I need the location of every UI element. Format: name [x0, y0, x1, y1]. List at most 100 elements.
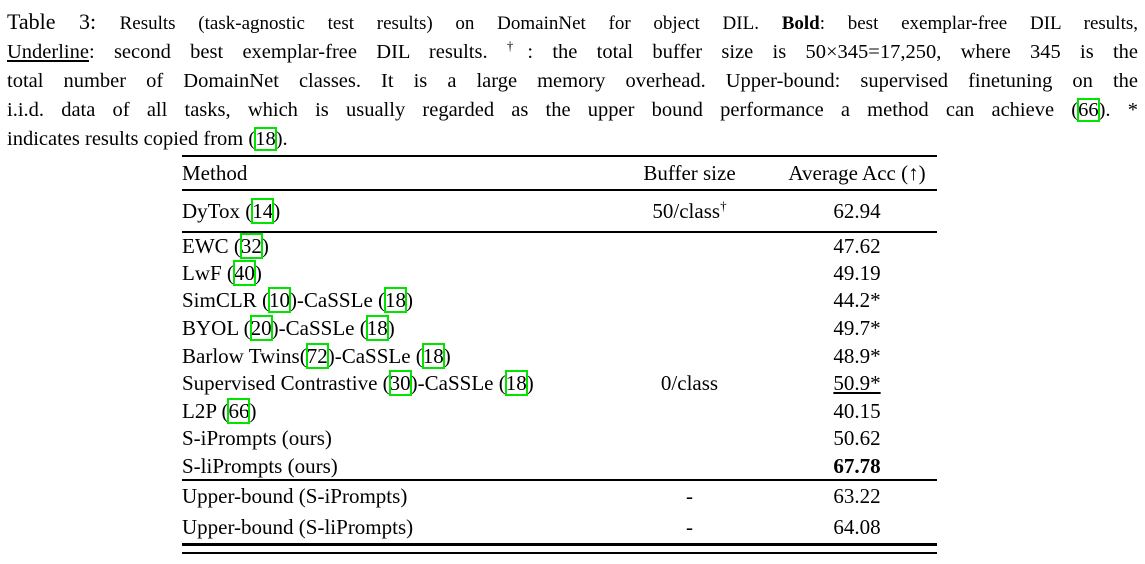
text-segment: Supervised Contrastive (: [182, 371, 390, 396]
buffer-size-cell: 0/class: [602, 370, 777, 398]
text-segment: 67.78: [833, 453, 881, 478]
citation-link-box[interactable]: 18: [504, 370, 528, 397]
citation-link-box[interactable]: 66: [1077, 98, 1100, 122]
text-segment: )-CaSSLe (: [410, 371, 506, 396]
text-segment: 50.62: [833, 426, 881, 451]
method-cell: S-iPrompts (ours): [182, 425, 602, 453]
buffer-size-cell: [602, 287, 777, 315]
column-header-method: Method: [182, 160, 248, 185]
citation-link-box[interactable]: 18: [254, 127, 277, 151]
text-segment: )-CaSSLe (: [327, 343, 423, 368]
text-segment: Table 3:: [7, 9, 120, 34]
text-segment: 49.19: [833, 260, 881, 285]
average-acc-cell: 63.22: [777, 480, 937, 512]
table-row: Method Buffer size Average Acc (↑): [182, 157, 937, 190]
column-header-acc: Average Acc (↑): [788, 160, 926, 185]
caption-line: Table 3: Results (task-agnostic test res…: [7, 7, 1138, 38]
text-segment: Barlow Twins(: [182, 343, 307, 368]
buffer-size-cell: [602, 260, 777, 288]
average-acc-cell: 67.78: [777, 453, 937, 481]
citation-link-box[interactable]: 66: [227, 397, 251, 424]
method-cell: DyTox (14): [182, 190, 602, 232]
table-row: S-liPrompts (ours) 67.78: [182, 453, 937, 481]
text-segment: ): [249, 398, 257, 423]
text-segment: LwF (: [182, 260, 234, 285]
text-segment: S-liPrompts (ours): [182, 453, 338, 478]
text-segment: 64.08: [833, 515, 881, 540]
text-segment: ): [261, 233, 269, 258]
text-segment: ): [387, 316, 395, 341]
table-row: SimCLR (10)-CaSSLe (18) 44.2*: [182, 287, 937, 315]
average-acc-cell: 44.2*: [777, 287, 937, 315]
text-segment: : the total buffer size is 50×345=17,250…: [527, 41, 1138, 63]
text-segment: Upper-bound (S-liPrompts): [182, 515, 414, 540]
text-segment: 0/class: [660, 371, 719, 396]
table-row: S-iPrompts (ours) 50.62: [182, 425, 937, 453]
method-cell: Supervised Contrastive (30)-CaSSLe (18): [182, 370, 602, 398]
text-segment: 49.7*: [833, 316, 881, 341]
table-row: Upper-bound (S-liPrompts) - 64.08: [182, 512, 937, 544]
text-segment: 44.2*: [833, 288, 881, 313]
method-cell: L2P (66): [182, 397, 602, 426]
citation-link-box[interactable]: 30: [388, 370, 412, 397]
method-cell: SimCLR (10)-CaSSLe (18): [182, 287, 602, 315]
average-acc-cell: 48.9*: [777, 342, 937, 370]
text-segment: S-iPrompts (ours): [182, 426, 332, 451]
table-row: L2P (66) 40.15: [182, 397, 937, 426]
buffer-size-cell: [602, 342, 777, 370]
citation-link-box[interactable]: 10: [267, 287, 291, 314]
text-segment: EWC (: [182, 233, 241, 258]
buffer-size-cell: -: [602, 480, 777, 512]
average-acc-cell: 62.94: [777, 190, 937, 232]
method-cell: EWC (32): [182, 232, 602, 260]
method-cell: BYOL (20)-CaSSLe (18): [182, 315, 602, 343]
text-segment: †: [506, 39, 528, 54]
dil-results-table: Method Buffer size Average Acc (↑) DyTox (…: [182, 157, 937, 546]
method-cell: Upper-bound (S-liPrompts): [182, 512, 602, 544]
citation-link-box[interactable]: 18: [421, 342, 445, 369]
text-segment: ): [254, 260, 262, 285]
citation-link-box[interactable]: 14: [251, 197, 275, 224]
text-segment: ). *: [1098, 99, 1138, 121]
text-segment: 40.15: [833, 398, 881, 423]
text-segment: -: [686, 515, 693, 540]
text-segment: DyTox (: [182, 198, 253, 223]
text-segment: ): [406, 288, 414, 313]
text-segment: i.i.d. data of all tasks, which is usual…: [7, 99, 1079, 121]
method-cell: LwF (40): [182, 259, 602, 288]
text-segment: : second best exemplar-free DIL results.: [88, 41, 507, 63]
table-row: LwF (40) 49.19: [182, 259, 937, 288]
buffer-size-cell: [602, 398, 777, 426]
text-segment: Bold: [781, 13, 820, 34]
table-header-row: Method Buffer size Average Acc (↑): [182, 157, 937, 190]
caption-line: Underline: second best exemplar-free DIL…: [7, 38, 1138, 67]
average-acc-cell: 50.62: [777, 425, 937, 453]
text-segment: Underline: [7, 41, 89, 63]
citation-link-box[interactable]: 72: [305, 342, 329, 369]
average-acc-cell: 47.62: [777, 232, 937, 260]
text-segment: 50.9*: [833, 371, 881, 396]
text-segment: 50/class: [652, 198, 721, 223]
caption-line: i.i.d. data of all tasks, which is usual…: [7, 96, 1138, 125]
citation-link-box[interactable]: 32: [239, 232, 263, 259]
table-row: Supervised Contrastive (30)-CaSSLe (18) 0…: [182, 370, 937, 398]
citation-link-box[interactable]: 18: [365, 315, 389, 342]
text-segment: SimCLR (: [182, 288, 269, 313]
average-acc-cell: 50.9*: [777, 370, 937, 398]
citation-link-box[interactable]: 40: [232, 259, 256, 286]
text-segment: total number of DomainNet classes. It is…: [7, 70, 1138, 92]
table-section-exemplar-free-methods: EWC (32) 47.62 LwF (40) 49.19 SimCLR (10)-Ca…: [182, 232, 937, 481]
text-segment: indicates results copied from (: [7, 128, 256, 150]
text-segment: )-CaSSLe (: [289, 288, 386, 313]
citation-link-box[interactable]: 18: [384, 287, 408, 314]
text-segment: ): [443, 343, 451, 368]
text-segment: ): [273, 198, 281, 223]
buffer-size-cell: [602, 315, 777, 343]
citation-link-box[interactable]: 20: [249, 315, 273, 342]
text-segment: )-CaSSLe (: [271, 316, 367, 341]
table-row: Upper-bound (S-iPrompts) - 63.22: [182, 480, 937, 512]
buffer-size-cell: [602, 425, 777, 453]
method-cell: Upper-bound (S-iPrompts): [182, 480, 602, 512]
caption-line: indicates results copied from (18).: [7, 125, 1138, 154]
text-segment: L2P (: [182, 398, 229, 423]
